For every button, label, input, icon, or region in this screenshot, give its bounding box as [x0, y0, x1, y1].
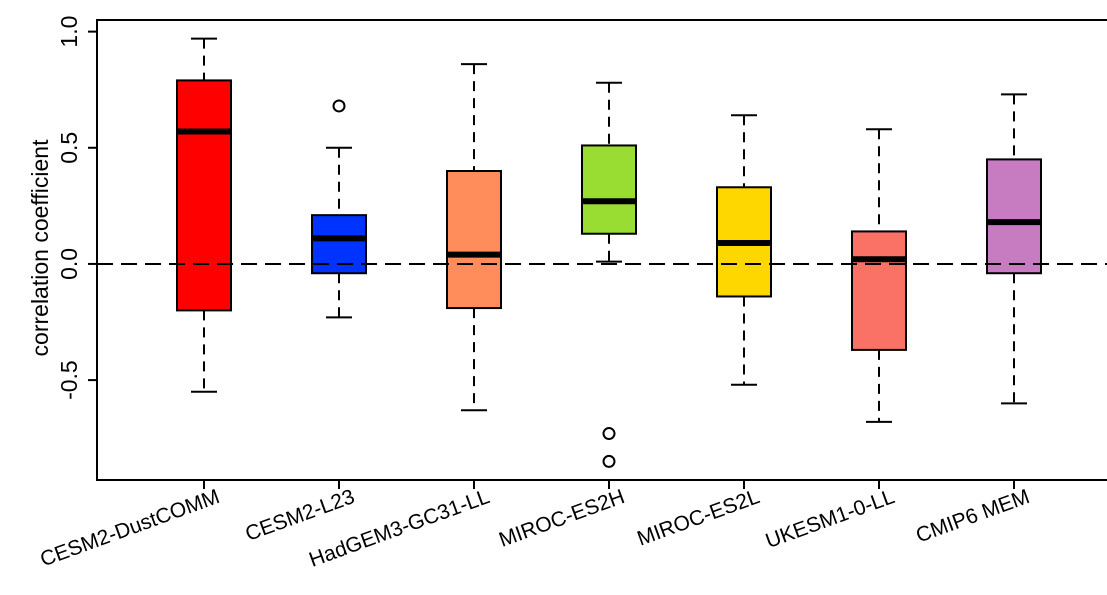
x-category-label: CESM2-DustCOMM	[37, 485, 222, 571]
y-tick-label: 1.0	[56, 16, 82, 48]
box-7	[986, 158, 1042, 275]
y-tick-label: 0.5	[56, 132, 82, 164]
outlier-point	[332, 99, 346, 113]
y-tick-label: -0.5	[56, 360, 82, 400]
box-1	[176, 79, 232, 312]
box-3	[446, 170, 502, 310]
y-tick-label: 0.0	[56, 248, 82, 280]
x-category-label: UKESM1-0-LL	[763, 485, 898, 553]
plot-frame	[96, 19, 1107, 481]
box-4	[581, 144, 637, 235]
outlier-point	[602, 454, 616, 468]
x-category-label: MIROC-ES2L	[634, 485, 762, 551]
x-category-label: CMIP6 MEM	[913, 485, 1033, 547]
box-6	[851, 230, 907, 351]
x-category-label: MIROC-ES2H	[496, 485, 628, 552]
outlier-point	[602, 427, 616, 441]
y-axis-title: correlation coefficient	[27, 139, 53, 357]
